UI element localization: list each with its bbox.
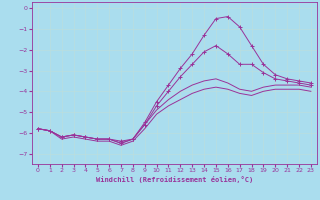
X-axis label: Windchill (Refroidissement éolien,°C): Windchill (Refroidissement éolien,°C) [96, 176, 253, 183]
